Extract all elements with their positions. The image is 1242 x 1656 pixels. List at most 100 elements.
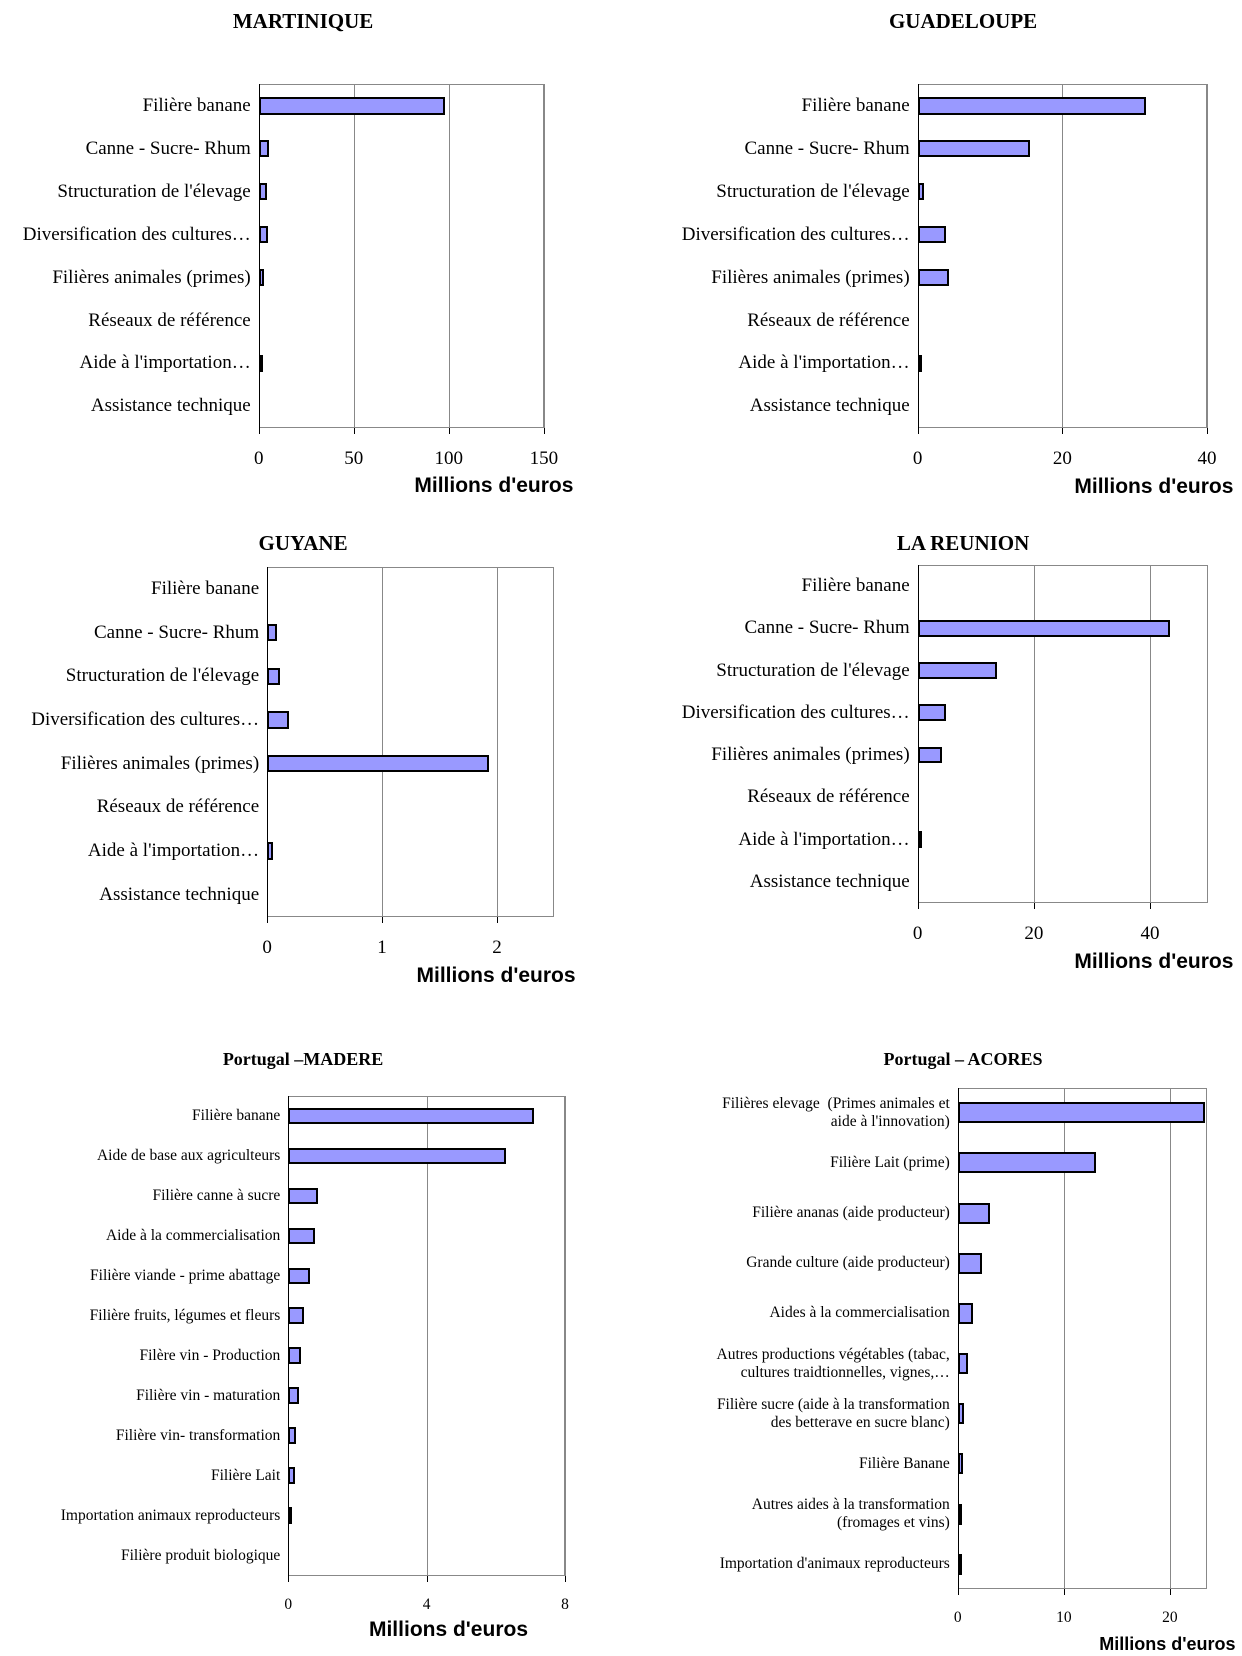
axis-line [258,84,260,428]
category-label: Filières animales (primes) [52,266,251,288]
category-label: Filières elevage (Primes animales et aid… [722,1094,950,1130]
bar [917,831,922,848]
tick-mark [448,427,450,434]
category-label: Assistance technique [99,883,260,905]
category-label: Filière sucre (aide à la transformation … [716,1395,950,1431]
chart-title: Portugal –MADERE [222,1049,384,1070]
category-label: Filières animales (primes) [711,744,910,766]
bar [957,1152,1096,1174]
category-label: Autres aides à la transformation (fromag… [751,1496,950,1532]
tick-mark [957,1589,959,1596]
bar [288,1227,315,1245]
category-label: Structuration de l'élevage [716,180,910,202]
plot-area [917,564,1209,903]
tick-mark [917,902,919,909]
x-tick-label: 20 [1052,447,1072,469]
bar [288,1467,295,1485]
x-tick-label: 100 [434,447,464,469]
category-label: Filières animales (primes) [711,266,910,288]
tick-mark [1149,902,1151,909]
chart-title: GUADELOUPE [888,8,1038,33]
bar [917,704,947,722]
tick-mark [258,427,260,434]
category-label: Filière Banane [858,1454,950,1472]
grid-line [1149,564,1151,903]
x-tick-label: 40 [1197,447,1217,469]
x-tick-label: 0 [912,447,923,469]
bar [267,711,289,729]
bar [267,842,273,860]
bar [267,754,489,773]
x-tick-label: 20 [1162,1609,1178,1627]
tick-mark [564,1575,566,1582]
category-label: Filière vin- transformation [115,1426,281,1444]
x-tick-label: 2 [492,936,502,958]
category-label: Diversification des cultures… [681,701,910,723]
axis-line [288,1096,290,1576]
category-label: Importation d'animaux reproducteurs [719,1555,950,1573]
category-label: Assistance technique [90,395,251,417]
category-label: Filière ananas (aide producteur) [752,1204,950,1222]
tick-mark [543,427,545,434]
bar [258,140,270,158]
bar [288,1427,296,1445]
x-axis-title: Millions d'euros [414,474,574,498]
chart-title: LA REUNION [896,531,1030,556]
category-label: Aide à l'importation… [738,828,910,850]
axis-line [267,567,269,917]
tick-mark [917,427,919,434]
chart-title: Portugal – ACORES [883,1049,1043,1070]
bar [917,140,1030,158]
category-label: Filière banane [192,1107,281,1125]
category-label: Grande culture (aide producteur) [746,1254,950,1272]
bar [917,354,922,372]
x-axis-title: Millions d'euros [1074,950,1234,974]
bar [267,667,280,686]
bar [288,1107,534,1125]
tick-mark [1169,1589,1171,1596]
category-label: Filière produit biologique [120,1546,281,1564]
category-label: Aide à l'importation… [79,352,251,374]
category-label: Filière banane [151,577,260,599]
x-axis-title: Millions d'euros [1074,475,1234,499]
category-label: Filière canne à sucre [152,1187,281,1205]
plot-area [258,84,544,428]
x-tick-label: 0 [912,922,923,944]
bar [267,623,278,642]
category-label: Diversification des cultures… [22,223,251,245]
x-tick-label: 4 [422,1595,431,1613]
bar [288,1267,311,1285]
x-tick-label: 1 [377,936,387,958]
bar [288,1307,305,1325]
bar [258,226,269,244]
category-label: Filière Lait [210,1466,281,1484]
x-tick-label: 0 [253,447,264,469]
plot-area [267,567,555,917]
bar [917,183,925,201]
axis-line [957,1087,959,1590]
chart-title: GUYANE [258,531,348,556]
bar [917,746,943,764]
bar [258,97,445,115]
x-tick-label: 10 [1056,1609,1072,1627]
bar [957,1553,962,1575]
category-label: Diversification des cultures… [681,223,910,245]
category-label: Canne - Sucre- Rhum [94,621,260,643]
bar [957,1353,969,1375]
category-label: Réseaux de référence [747,786,910,808]
bar [917,97,1146,115]
category-label: Filières animales (primes) [60,752,260,774]
tick-mark [1033,902,1035,909]
bar [258,354,263,372]
category-label: Réseaux de référence [88,309,251,331]
x-tick-label: 0 [953,1609,962,1627]
category-label: Réseaux de référence [96,796,260,818]
category-label: Aide à l'importation… [738,352,910,374]
x-tick-label: 50 [344,447,364,469]
category-label: Canne - Sucre- Rhum [85,137,251,159]
tick-mark [288,1575,290,1582]
category-label: Aide de base aux agriculteurs [96,1147,281,1165]
bar [957,1202,990,1224]
bar [957,1453,964,1475]
